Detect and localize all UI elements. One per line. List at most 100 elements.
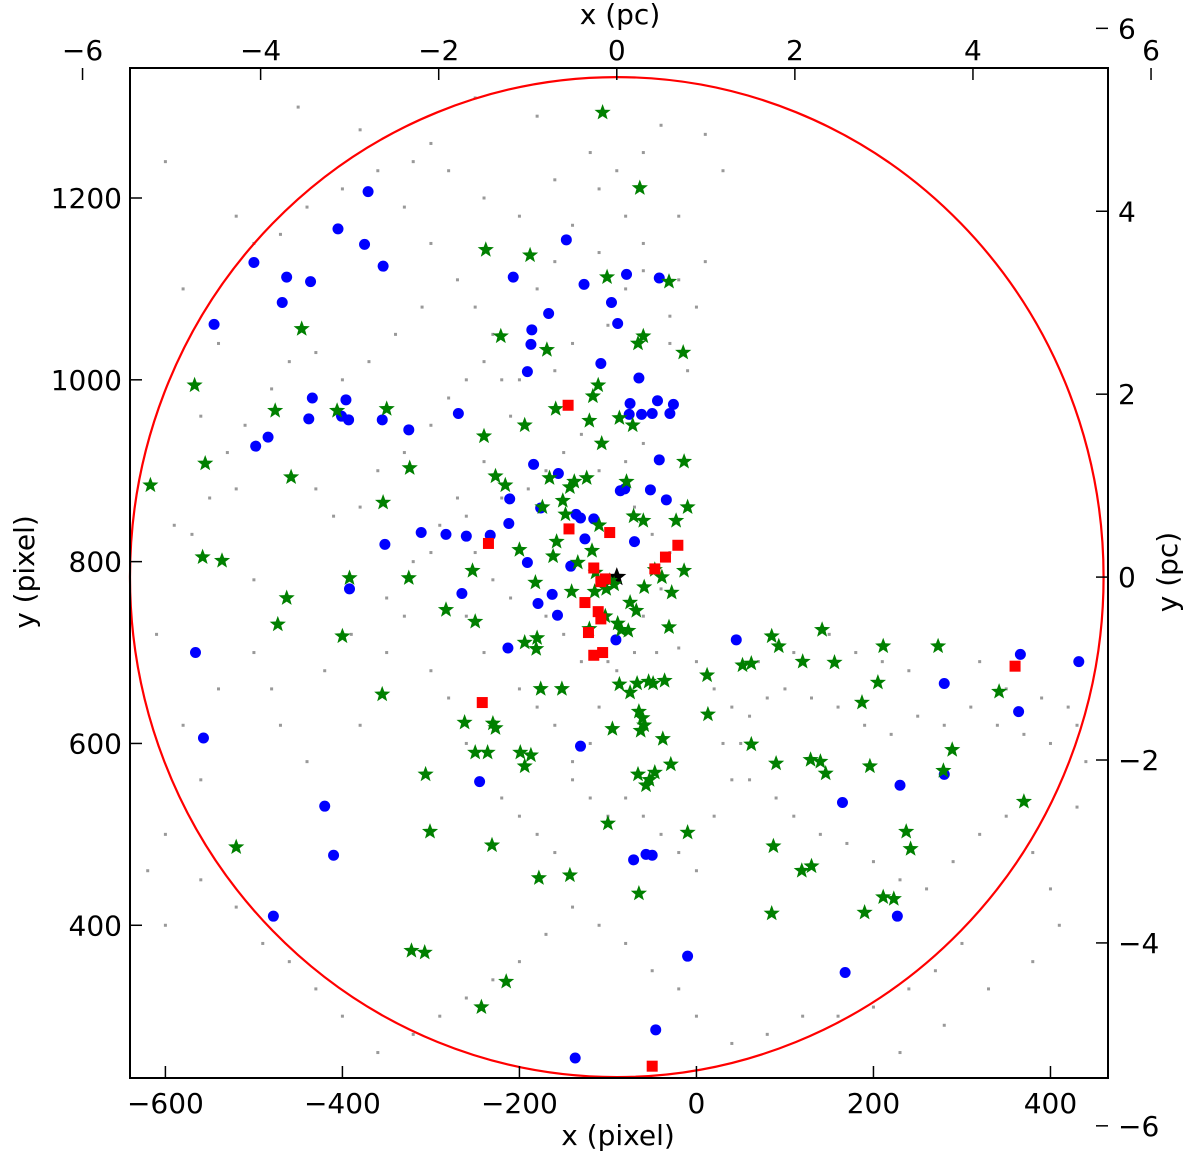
gray-dot-point	[553, 851, 557, 855]
green-star-point	[479, 744, 496, 760]
gray-dot-point	[420, 305, 424, 309]
blue-circle-point	[621, 268, 633, 280]
green-star-point	[475, 427, 493, 444]
green-star-point	[635, 327, 652, 344]
gray-dot-point	[252, 651, 256, 655]
green-star-point	[583, 542, 601, 558]
red-square-point	[646, 1060, 658, 1072]
gray-dot-point	[907, 987, 911, 991]
gray-dot-point	[739, 741, 743, 745]
blue-circle-point	[628, 854, 640, 866]
red-square-point	[659, 551, 671, 563]
gray-dot-point	[252, 578, 256, 582]
gray-dot-point	[615, 669, 619, 673]
gray-dot-point	[517, 687, 521, 691]
gray-dot-point	[438, 523, 442, 527]
blue-circle-point	[938, 677, 950, 689]
gray-dot-point	[624, 214, 628, 218]
gray-dot-point	[1022, 732, 1026, 736]
gray-dot-point	[792, 651, 796, 655]
gray-dot-point	[447, 169, 451, 173]
blue-circle-point	[894, 779, 906, 791]
blue-circle-point	[248, 257, 260, 269]
green-star-point	[586, 583, 603, 599]
green-star-point	[534, 498, 551, 514]
gray-dot-point	[553, 178, 557, 182]
green-star-point	[812, 753, 829, 769]
green-star-point	[630, 703, 647, 719]
green-star-point	[197, 455, 214, 471]
gray-dot-point	[632, 505, 636, 509]
gray-dot-point	[535, 832, 539, 836]
red-square-point	[604, 527, 616, 539]
gray-dot-point	[677, 987, 681, 991]
green-star-point	[563, 583, 580, 599]
gray-dot-point	[1066, 705, 1070, 709]
gray-dot-point	[916, 714, 920, 718]
blue-circle-point	[521, 366, 533, 378]
green-star-point	[853, 694, 870, 710]
red-square-point	[595, 576, 607, 588]
gray-dot-point	[270, 387, 274, 391]
gray-dot-point	[571, 341, 575, 345]
gray-dot-point	[1084, 760, 1088, 764]
green-star-point	[516, 416, 533, 433]
gray-dot-point	[792, 814, 796, 818]
gray-dot-point	[199, 878, 203, 882]
gray-dot-point	[987, 987, 991, 991]
green-star-point	[743, 655, 760, 671]
gray-dot-point	[217, 341, 221, 345]
green-star-point	[283, 468, 300, 484]
gray-dot-point	[429, 551, 433, 555]
gray-dot-point	[340, 378, 344, 382]
gray-dot-point	[464, 741, 468, 745]
blue-circle-point	[891, 910, 903, 922]
gray-dot-point	[898, 878, 902, 882]
blue-circle-point	[579, 533, 591, 545]
gray-dot-point	[836, 705, 840, 709]
blue-circle-point	[507, 271, 519, 283]
gray-dot-point	[314, 987, 318, 991]
gray-dot-point	[491, 332, 495, 336]
gray-dot-point	[270, 687, 274, 691]
gray-dot-point	[340, 187, 344, 191]
green-star-point	[902, 840, 919, 856]
gray-dot-point	[615, 169, 619, 173]
green-star-point	[547, 400, 564, 416]
green-star-point	[529, 629, 546, 645]
blue-circle-point	[574, 740, 586, 752]
gray-dot-point	[1040, 696, 1044, 700]
gray-dot-point	[748, 714, 752, 718]
blue-circle-point	[560, 234, 572, 246]
green-star-point	[625, 507, 642, 524]
gray-dot-point	[571, 778, 575, 782]
gray-dot-point	[340, 1014, 344, 1018]
gray-dot-point	[641, 241, 645, 245]
gray-dot-point	[694, 869, 698, 873]
gray-dot-point	[889, 732, 893, 736]
x-bottom-tick-label: 400	[1024, 1087, 1077, 1120]
green-star-point	[763, 905, 780, 921]
blue-circle-point	[503, 517, 515, 529]
gray-dot-point	[429, 669, 433, 673]
gray-dot-point	[394, 332, 398, 336]
green-star-point	[214, 552, 231, 568]
green-star-point	[654, 730, 671, 746]
green-star-point	[561, 478, 578, 494]
green-star-point	[522, 746, 539, 763]
blue-circle-point	[474, 776, 486, 788]
red-square-point	[482, 537, 494, 549]
blue-circle-point	[636, 408, 648, 420]
green-star-point	[826, 654, 843, 670]
gray-dot-point	[402, 451, 406, 455]
gray-dot-point	[801, 1014, 805, 1018]
plot-frame	[129, 67, 1109, 1079]
gray-dot-point	[995, 723, 999, 727]
gray-dot-point	[641, 814, 645, 818]
green-star-point	[591, 516, 608, 533]
green-star-point	[636, 716, 653, 733]
green-star-point	[403, 942, 420, 958]
gray-dot-point	[624, 287, 628, 291]
gray-dot-point	[960, 941, 964, 945]
gray-dot-point	[234, 905, 238, 909]
